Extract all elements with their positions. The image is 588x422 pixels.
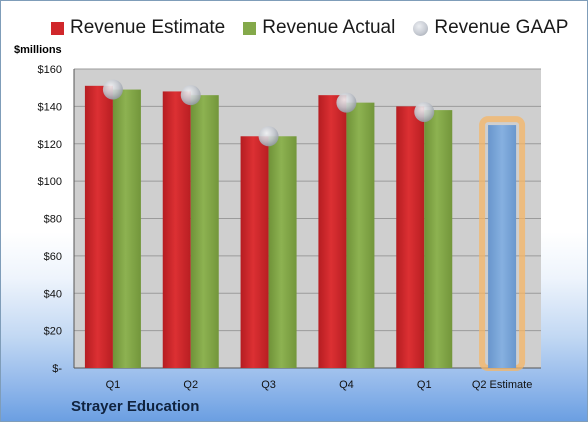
bar-estimate-projection (488, 125, 517, 368)
y-tick-label: $160 (38, 64, 62, 76)
legend-item-estimate: Revenue Estimate (51, 17, 225, 39)
y-tick-label: $140 (38, 101, 62, 113)
bar-actual (346, 102, 375, 368)
x-tick-label: Q4 (339, 379, 354, 391)
bar-actual (268, 136, 297, 368)
legend-item-actual: Revenue Actual (243, 17, 395, 39)
chart-legend: Revenue Estimate Revenue Actual Revenue … (51, 15, 586, 41)
y-tick-label: $40 (44, 288, 62, 300)
bar-estimate (240, 136, 269, 368)
y-tick-label: $20 (44, 326, 62, 338)
x-tick-label: Q1 (106, 379, 121, 391)
bar-estimate (318, 95, 347, 368)
gaap-marker (414, 101, 435, 122)
y-tick-label: $- (52, 363, 62, 375)
y-tick-label: $60 (44, 251, 62, 263)
x-tick-label: Q1 (417, 379, 432, 391)
company-name: Strayer Education (71, 398, 200, 415)
legend-label-estimate: Revenue Estimate (70, 17, 226, 38)
y-tick-label: $120 (38, 139, 62, 151)
bar-actual (112, 89, 141, 369)
legend-marker-gaap (413, 20, 429, 36)
bar-estimate (162, 91, 191, 369)
y-axis-unit-label: $millions (14, 44, 62, 56)
x-tick-label: Q2 Estimate (472, 379, 533, 391)
bar-estimate (396, 106, 425, 368)
gaap-marker (336, 92, 357, 113)
x-tick-label: Q2 (183, 379, 198, 391)
legend-swatch-estimate (51, 21, 64, 35)
legend-label-gaap: Revenue GAAP (434, 17, 569, 38)
y-tick-label: $100 (38, 176, 62, 188)
x-tick-label: Q3 (261, 379, 276, 391)
bar-estimate (84, 85, 113, 368)
bar-actual (190, 95, 219, 368)
bar-actual (424, 110, 453, 369)
gaap-marker (180, 85, 201, 106)
legend-swatch-actual (243, 21, 257, 35)
y-tick-label: $80 (44, 214, 62, 226)
legend-label-actual: Revenue Actual (262, 17, 396, 38)
gaap-marker (258, 126, 279, 147)
legend-item-gaap: Revenue GAAP (413, 17, 568, 39)
gaap-marker (102, 79, 123, 100)
